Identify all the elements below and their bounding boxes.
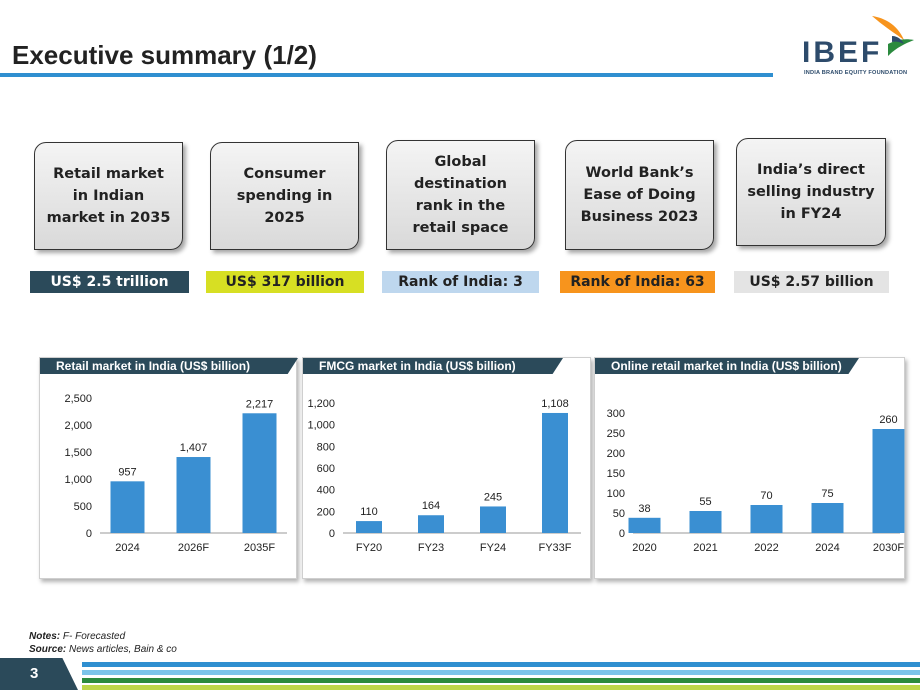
- x-tick-label: 2024: [815, 542, 839, 554]
- x-tick-label: 2035F: [244, 542, 275, 554]
- bar: [872, 429, 905, 533]
- source-label: Source:: [29, 644, 67, 655]
- chart-panel-retail: Retail market in India (US$ billion) 0 50…: [39, 357, 298, 579]
- title-underline: [0, 73, 773, 77]
- bar-value-label: 2,217: [246, 398, 274, 410]
- y-tick-label: 2,500: [64, 393, 92, 405]
- bar-value-label: 110: [360, 506, 378, 518]
- highlight-card-global-rank: Global destination rank in the retail sp…: [386, 140, 535, 250]
- y-tick-label: 0: [86, 528, 92, 540]
- y-tick-label: 500: [74, 501, 92, 513]
- bar: [628, 517, 661, 533]
- x-tick-label: 2024: [115, 542, 139, 554]
- notes-label: Notes:: [29, 631, 61, 642]
- x-tick-label: FY24: [480, 542, 506, 554]
- highlight-card-retail-2035: Retail market in Indian market in 2035: [34, 142, 183, 250]
- ibef-logo: IBEF INDIA BRAND EQUITY FOUNDATION: [800, 14, 916, 84]
- x-tick-label: FY23: [418, 542, 444, 554]
- x-tick-label: 2021: [693, 542, 717, 554]
- bar: [242, 413, 277, 533]
- logo-wordmark: IBEF: [802, 36, 883, 69]
- retail-bar-chart: 0 500 1,000 1,500 2,000 2,500 957 2024 1,407 2026…: [64, 393, 287, 554]
- bar: [480, 506, 506, 533]
- y-tick-label: 100: [607, 488, 625, 500]
- highlight-value-direct-selling: US$ 2.57 billion: [734, 271, 889, 293]
- x-tick-label: 2020: [632, 542, 656, 554]
- bar: [356, 521, 382, 533]
- highlight-value-global-rank: Rank of India: 3: [382, 271, 539, 293]
- fmcg-bar-chart: 0 200 400 600 800 1,000 1,200 110 FY20 164 FY23 245…: [307, 398, 581, 554]
- footer-stripe-lime: [82, 685, 920, 690]
- bar-value-label: 38: [638, 503, 650, 515]
- highlight-card-ease-of-business: World Bank’s Ease of Doing Business 2023: [565, 140, 714, 250]
- chart-panel-online-retail: Online retail market in India (US$ billi…: [594, 357, 905, 579]
- bar: [811, 503, 844, 533]
- y-tick-label: 2,000: [64, 420, 92, 432]
- bar-value-label: 245: [484, 491, 502, 503]
- y-tick-label: 0: [619, 528, 625, 540]
- footer-stripe-lightblue: [82, 670, 920, 675]
- y-tick-label: 1,000: [307, 420, 335, 432]
- bar-value-label: 1,108: [541, 398, 569, 410]
- bar-value-label: 260: [879, 414, 897, 426]
- bird-logo-icon: [872, 16, 914, 56]
- page-number: 3: [0, 658, 78, 690]
- bar-value-label: 70: [760, 490, 772, 502]
- highlight-value-consumer-spending: US$ 317 billion: [206, 271, 364, 293]
- footer-stripe-green: [82, 678, 920, 683]
- chart-title: FMCG market in India (US$ billion): [303, 358, 563, 374]
- bar-value-label: 55: [699, 496, 711, 508]
- y-tick-label: 0: [329, 528, 335, 540]
- chart-title: Online retail market in India (US$ billi…: [595, 358, 859, 374]
- bar: [689, 511, 722, 533]
- y-tick-label: 1,500: [64, 447, 92, 459]
- highlight-value-retail-2035: US$ 2.5 trillion: [30, 271, 189, 293]
- x-tick-label: 2030F: [873, 542, 904, 554]
- bar: [750, 505, 783, 533]
- bar: [418, 515, 444, 533]
- bar: [110, 481, 145, 533]
- highlight-card-consumer-spending: Consumer spending in 2025: [210, 142, 359, 250]
- y-tick-label: 600: [317, 463, 335, 475]
- highlight-card-direct-selling: India’s direct selling industry in FY24: [736, 138, 886, 246]
- notes-text: F- Forecasted: [60, 631, 126, 642]
- chart-title: Retail market in India (US$ billion): [40, 358, 298, 374]
- chart-panel-fmcg: FMCG market in India (US$ billion) 0 200 4…: [302, 357, 591, 579]
- y-tick-label: 200: [317, 506, 335, 518]
- bar-value-label: 1,407: [180, 442, 208, 454]
- online-retail-bar-chart: 0 50 100 150 200 250 300 38 2020 55 2021 70 2022 75 20…: [607, 408, 905, 554]
- y-tick-label: 200: [607, 448, 625, 460]
- y-tick-label: 250: [607, 428, 625, 440]
- source-text: News articles, Bain & co: [66, 644, 177, 655]
- logo-subtitle: INDIA BRAND EQUITY FOUNDATION: [804, 70, 908, 76]
- bar-value-label: 957: [118, 466, 136, 478]
- x-tick-label: FY33F: [538, 542, 571, 554]
- x-tick-label: FY20: [356, 542, 382, 554]
- y-tick-label: 150: [607, 468, 625, 480]
- y-tick-label: 300: [607, 408, 625, 420]
- x-tick-label: 2022: [754, 542, 778, 554]
- footer-stripe-blue: [82, 662, 920, 667]
- y-tick-label: 50: [613, 508, 625, 520]
- bar-value-label: 164: [422, 500, 440, 512]
- highlight-value-ease-of-business: Rank of India: 63: [560, 271, 715, 293]
- page-title: Executive summary (1/2): [12, 40, 317, 70]
- bar: [542, 412, 568, 533]
- y-tick-label: 1,200: [307, 398, 335, 410]
- bar: [176, 457, 211, 533]
- y-tick-label: 800: [317, 441, 335, 453]
- y-tick-label: 1,000: [64, 474, 92, 486]
- bar-value-label: 75: [821, 488, 833, 500]
- notes-block: Notes: F- Forecasted Source: News articl…: [29, 630, 177, 656]
- y-tick-label: 400: [317, 485, 335, 497]
- x-tick-label: 2026F: [178, 542, 209, 554]
